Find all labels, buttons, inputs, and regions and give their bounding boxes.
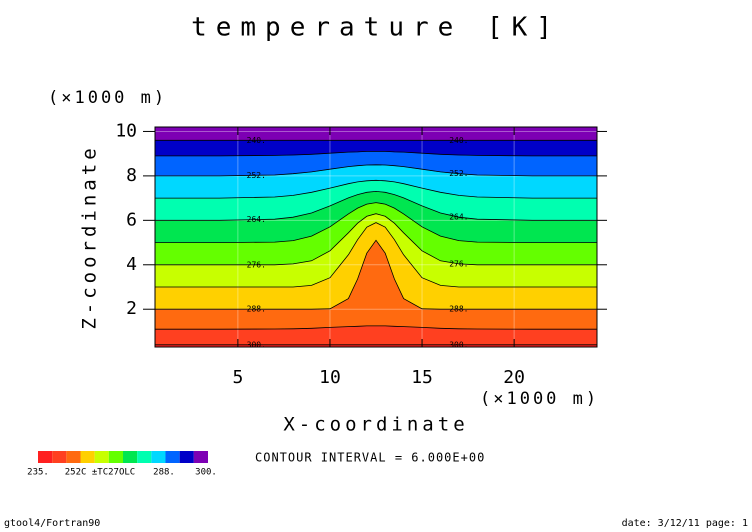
- y-unit: (×1000 m): [48, 88, 167, 108]
- contour-label: 300.: [247, 340, 266, 349]
- colorbar-box: [193, 451, 208, 463]
- contour-label: 252.: [449, 169, 468, 178]
- contour-label: 264.: [449, 213, 468, 222]
- contour-label: 276.: [449, 259, 468, 268]
- x-tick-label: 5: [232, 367, 243, 388]
- contour-label: 252.: [247, 171, 266, 180]
- y-tick-label: 6: [126, 209, 137, 230]
- x-tick-label: 10: [319, 367, 341, 388]
- colorbar-box: [66, 451, 81, 463]
- footer-right: date: 3/12/11 page: 1: [622, 518, 748, 529]
- contour-label: 300.: [449, 340, 468, 349]
- colorbar-box: [38, 451, 53, 463]
- chart-title: temperature [K]: [191, 13, 561, 43]
- colorbar-box: [179, 451, 194, 463]
- contour-line: [155, 150, 597, 157]
- band: [154, 126, 598, 141]
- colorbar-label: 235.: [27, 468, 49, 478]
- contour-line: [155, 213, 597, 266]
- x-unit: (×1000 m): [480, 389, 599, 409]
- footer-left: gtool4/Fortran90: [4, 518, 100, 529]
- plot-frame: [154, 126, 598, 348]
- y-tick-label: 10: [115, 120, 137, 141]
- contour-line: [155, 222, 597, 288]
- contour-line: [155, 190, 597, 221]
- x-label: X-coordinate: [283, 414, 468, 436]
- colorbar-box: [165, 451, 180, 463]
- colorbar-label: 288.: [153, 468, 175, 478]
- contour-line: [155, 239, 597, 310]
- contour-line: [155, 325, 597, 330]
- y-label: Z-coordinate: [79, 144, 101, 329]
- x-tick-label: 15: [411, 367, 433, 388]
- y-tick-label: 8: [126, 165, 137, 186]
- contour-line: [155, 164, 597, 177]
- contour-label: 276.: [247, 260, 266, 269]
- y-tick-label: 2: [126, 298, 137, 319]
- x-tick-label: 20: [503, 367, 525, 388]
- contour-label: 288.: [449, 305, 468, 314]
- contour-label: 264.: [247, 215, 266, 224]
- colorbar-box: [137, 451, 152, 463]
- contour-interval: CONTOUR INTERVAL = 6.000E+00: [255, 451, 485, 465]
- y-tick-label: 4: [126, 254, 137, 275]
- colorbar-box: [94, 451, 109, 463]
- contour-label: 240.: [449, 136, 468, 145]
- colorbar-box: [80, 451, 95, 463]
- colorbar-label: 252C ±TC27OLC: [65, 468, 135, 478]
- contour-line: [155, 179, 597, 199]
- colorbar-box: [151, 451, 166, 463]
- colorbar-box: [123, 451, 138, 463]
- colorbar-box: [52, 451, 67, 463]
- contour-label: 288.: [247, 305, 266, 314]
- colorbar-label: 300.: [195, 468, 217, 478]
- contour-line: [155, 202, 597, 244]
- colorbar-box: [108, 451, 123, 463]
- contour-label: 240.: [247, 136, 266, 145]
